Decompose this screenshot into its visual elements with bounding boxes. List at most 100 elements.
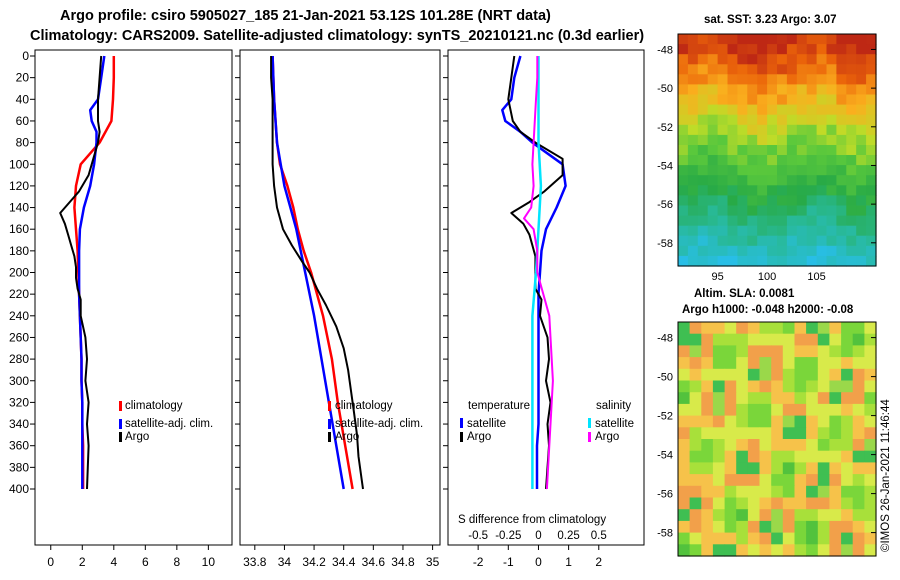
sla-cell	[794, 509, 807, 522]
sla-cell	[736, 322, 749, 335]
series-satellite-adj-clim-	[77, 55, 106, 489]
sla-cell	[689, 497, 702, 510]
map-axis-ticks: -48 -50 -52 -54 -56 -58 -48 -50 -52 -54 -56 -58 95 10…	[657, 44, 876, 540]
sst-cell	[777, 104, 788, 116]
sst-cell	[757, 114, 768, 126]
sla-cell	[806, 345, 819, 358]
sst-cell	[687, 54, 699, 65]
lat-tick-label: -52	[657, 122, 673, 134]
series-satellite-adj-clim-	[271, 55, 345, 490]
sst-cell	[786, 124, 798, 136]
sst-cell	[737, 124, 748, 136]
sst-cell	[856, 64, 867, 75]
sst-cell	[816, 124, 828, 136]
sst-cell	[757, 44, 768, 55]
sst-cell	[737, 255, 748, 267]
sst-cell	[757, 255, 768, 267]
x-tick-label: 33.8	[243, 555, 267, 569]
sla-cell	[806, 403, 819, 417]
sla-cell	[678, 485, 691, 499]
sla-cell	[782, 439, 795, 452]
sst-cell	[687, 225, 699, 237]
sst-cell	[737, 245, 748, 257]
sst-cell	[846, 245, 857, 257]
sst-cell	[796, 84, 808, 96]
sst-cell	[678, 205, 689, 217]
sst-cell	[747, 54, 758, 65]
sla-cell	[794, 380, 807, 393]
sla-cell	[841, 485, 854, 499]
legend-label-temperature-satellite: satellite	[467, 418, 506, 430]
sla-cell	[759, 392, 772, 405]
sst-cell	[727, 235, 738, 247]
sst-cell	[846, 74, 857, 85]
sla-cell	[724, 322, 737, 335]
legend-swatch-salinity-argo	[588, 432, 591, 442]
sst-cell	[816, 94, 828, 106]
sla-cell	[806, 380, 819, 393]
sst-cell	[856, 94, 867, 106]
sst-cell	[707, 74, 719, 85]
depth-tick-label: 180	[9, 244, 29, 258]
sst-cell	[717, 84, 729, 96]
sst-cell	[717, 195, 729, 207]
sla-cell	[852, 520, 865, 534]
sst-cell	[806, 155, 818, 166]
sst-cell	[757, 245, 768, 257]
sst-cell	[747, 165, 758, 176]
sst-cell	[678, 155, 689, 166]
sst-cell	[786, 215, 798, 227]
sst-cell	[856, 104, 867, 116]
sla-cell	[736, 345, 749, 358]
sla-cell	[712, 345, 726, 358]
sla-cell	[759, 439, 772, 452]
sla-cell	[817, 345, 830, 358]
sst-cell	[678, 185, 689, 196]
sst-cell	[757, 195, 768, 207]
sla-cell	[817, 357, 830, 370]
sla-cell	[817, 520, 830, 534]
sla-cell	[782, 368, 795, 382]
sst-map-title: sat. SST: 3.23 Argo: 3.07	[704, 14, 837, 26]
sst-cell	[678, 225, 689, 237]
sla-cell	[689, 357, 702, 370]
sla-cell	[771, 345, 784, 358]
sst-cell	[816, 245, 828, 257]
sst-cell	[826, 54, 837, 65]
sla-cell	[747, 322, 761, 335]
sst-cell	[678, 94, 689, 106]
sst-cell	[836, 245, 847, 257]
sst-cell	[687, 245, 699, 257]
sla-cell	[841, 439, 854, 452]
sst-cell	[697, 124, 709, 136]
sla-cell	[794, 497, 807, 510]
sst-cell	[687, 145, 699, 156]
sla-cell	[759, 497, 772, 510]
sst-cell	[796, 175, 808, 186]
sst-cell	[757, 64, 768, 75]
sst-cell	[846, 155, 857, 166]
sla-cell	[806, 357, 819, 370]
sla-cell	[712, 497, 726, 510]
sla-cell	[678, 509, 691, 522]
sst-cell	[796, 134, 808, 146]
sst-cell	[777, 84, 788, 96]
sst-cell	[727, 94, 738, 106]
sst-cell	[866, 104, 877, 116]
sla-cell	[724, 392, 737, 405]
sst-cell	[687, 124, 699, 136]
sst-cell	[767, 64, 778, 75]
sla-cell	[852, 368, 865, 382]
sst-cell	[816, 145, 828, 156]
sla-cell	[759, 357, 772, 370]
sla-cell	[817, 439, 830, 452]
series-salinity-satellite	[531, 56, 543, 489]
sst-cell	[767, 225, 778, 237]
sla-cell	[678, 380, 691, 393]
x-tick-label: 6	[142, 555, 149, 569]
legend-swatch-temperature-argo	[460, 432, 463, 442]
sla-cell	[852, 427, 865, 440]
sst-cell	[777, 155, 788, 166]
legend-swatch-climatology	[119, 401, 122, 411]
